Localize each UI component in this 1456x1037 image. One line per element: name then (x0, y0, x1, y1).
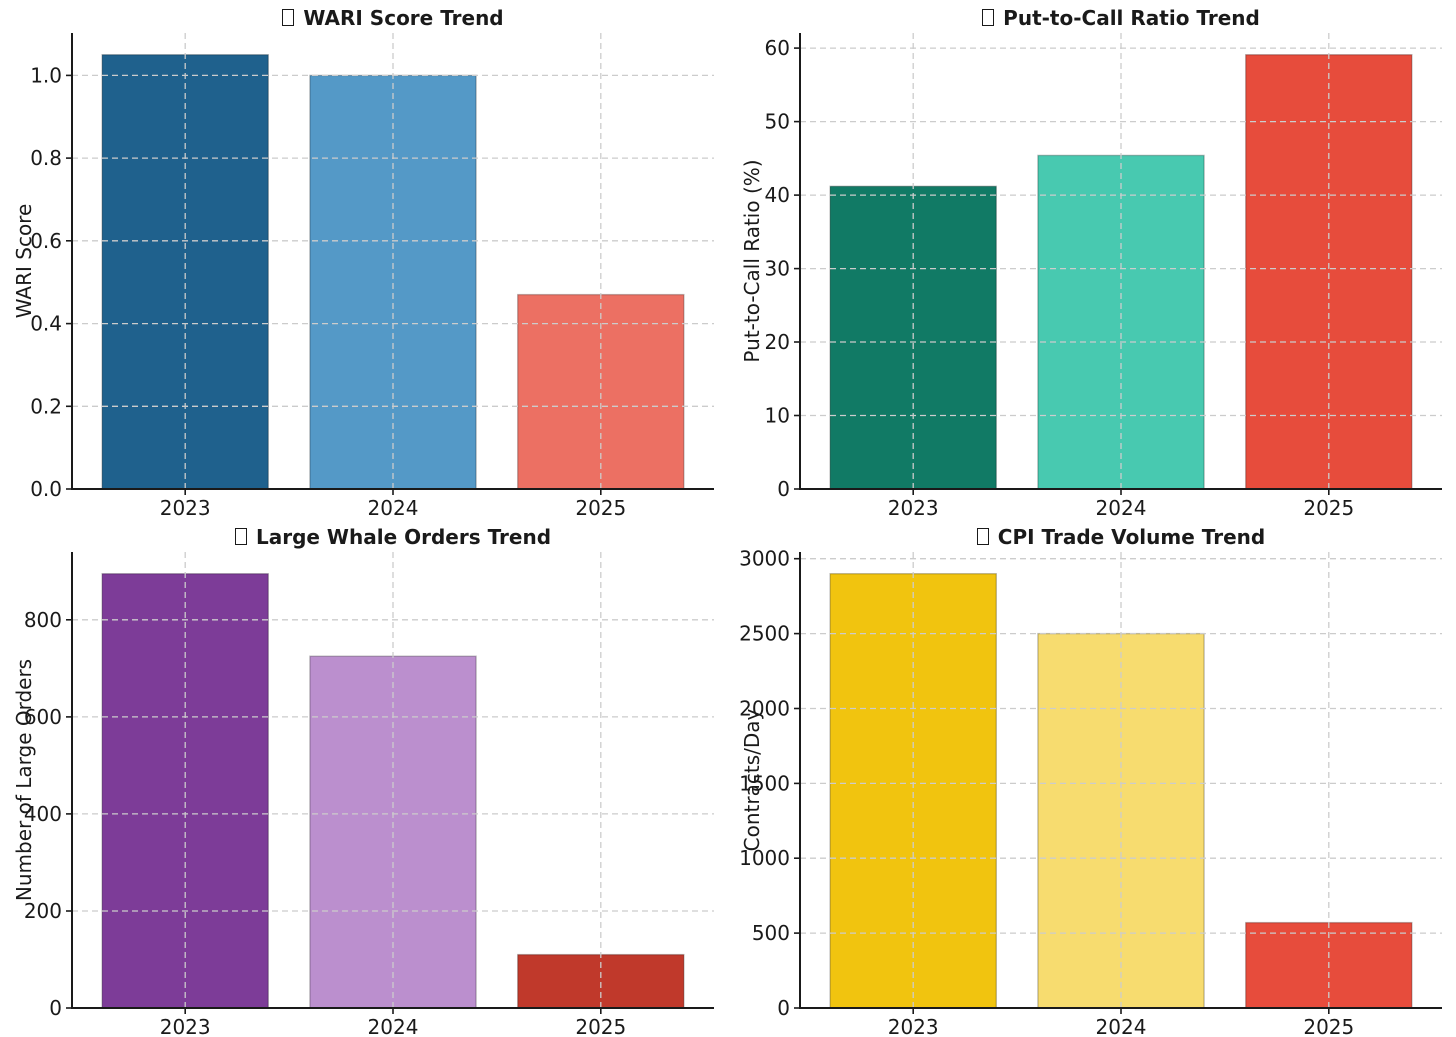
y-tick-label: 30 (765, 257, 790, 281)
chart-title-text: WARI Score Trend (303, 6, 504, 30)
x-tick-label: 2023 (888, 496, 939, 519)
x-tick-label: 2025 (575, 1015, 626, 1037)
y-tick-label: 0.6 (30, 229, 62, 253)
x-tick-label: 2024 (368, 496, 419, 519)
chart-panel-wari-score: 0.0 0.2 0.4 0.6 0.8 1.0 2023 2024 2025 WARI Scor… (0, 0, 728, 519)
missing-glyph-icon (976, 528, 989, 545)
missing-glyph-icon (282, 9, 295, 26)
chart-title: CPI Trade Volume Trend (800, 525, 1442, 549)
chart-title: WARI Score Trend (72, 6, 714, 30)
y-axis-label: Put-to-Call Ratio (%) (740, 159, 764, 363)
missing-glyph-icon (982, 9, 995, 26)
x-tick-label: 2023 (160, 1015, 211, 1037)
plot-area-wari-score: 0.0 0.2 0.4 0.6 0.8 1.0 2023 2024 2025 (30, 33, 714, 519)
y-tick-label: 400 (24, 802, 62, 826)
plot-area-whale-orders: 0 200 400 600 800 2023 2024 2025 (24, 552, 714, 1037)
chart-title-text: CPI Trade Volume Trend (997, 525, 1266, 549)
y-tick-label: 60 (765, 36, 790, 60)
y-tick-label: 2500 (739, 622, 790, 646)
plot-area-put-call-ratio: 0 10 20 30 40 50 60 2023 2024 2025 (765, 33, 1442, 519)
y-tick-label: 50 (765, 110, 790, 134)
y-tick-label: 10 (765, 404, 790, 428)
y-tick-label: 500 (752, 921, 790, 945)
y-tick-label: 1000 (739, 846, 790, 870)
y-tick-label: 0 (777, 996, 790, 1020)
plot-area-cpi-volume: 0 500 1000 1500 2000 2500 3000 2023 2024 2025 (739, 547, 1442, 1037)
x-tick-label: 2024 (1096, 1015, 1147, 1037)
bar-2024 (1037, 632, 1205, 1009)
y-tick-label: 0.4 (30, 312, 62, 336)
x-tick-label: 2023 (160, 496, 211, 519)
x-tick-label: 2024 (368, 1015, 419, 1037)
y-tick-label: 0 (777, 477, 790, 501)
chart-panel-cpi-volume: 0 500 1000 1500 2000 2500 3000 2023 2024 2025 CPI… (728, 519, 1456, 1037)
y-tick-label: 600 (24, 705, 62, 729)
y-tick-label: 0.2 (30, 394, 62, 418)
x-tick-label: 2025 (1303, 496, 1354, 519)
y-tick-label: 20 (765, 330, 790, 354)
y-tick-label: 0.8 (30, 146, 62, 170)
y-tick-label: 0 (49, 996, 62, 1020)
y-tick-label: 0.0 (30, 477, 62, 501)
chart-title: Large Whale Orders Trend (72, 525, 714, 549)
y-tick-label: 3000 (739, 547, 790, 571)
chart-title-text: Large Whale Orders Trend (255, 525, 552, 549)
y-tick-label: 1500 (739, 771, 790, 795)
x-tick-label: 2025 (575, 496, 626, 519)
x-tick-label: 2025 (1303, 1015, 1354, 1037)
chart-title-text: Put-to-Call Ratio Trend (1003, 6, 1260, 30)
y-axis-label: Number of Large Orders (12, 658, 36, 902)
y-tick-label: 1.0 (30, 63, 62, 87)
y-tick-label: 200 (24, 899, 62, 923)
missing-glyph-icon (234, 528, 247, 545)
y-tick-label: 2000 (739, 697, 790, 721)
chart-title: Put-to-Call Ratio Trend (800, 6, 1442, 30)
y-tick-label: 800 (24, 608, 62, 632)
x-tick-label: 2024 (1096, 496, 1147, 519)
x-tick-label: 2023 (888, 1015, 939, 1037)
chart-panel-whale-orders: 0 200 400 600 800 2023 2024 2025 Large Whale Or… (0, 519, 728, 1037)
y-tick-label: 40 (765, 183, 790, 207)
chart-panel-put-call-ratio: 0 10 20 30 40 50 60 2023 2024 2025 Put-to-Call Ra… (728, 0, 1456, 519)
y-axis-label: Contracts/Day (740, 708, 764, 852)
y-axis-label: WARI Score (12, 203, 36, 319)
